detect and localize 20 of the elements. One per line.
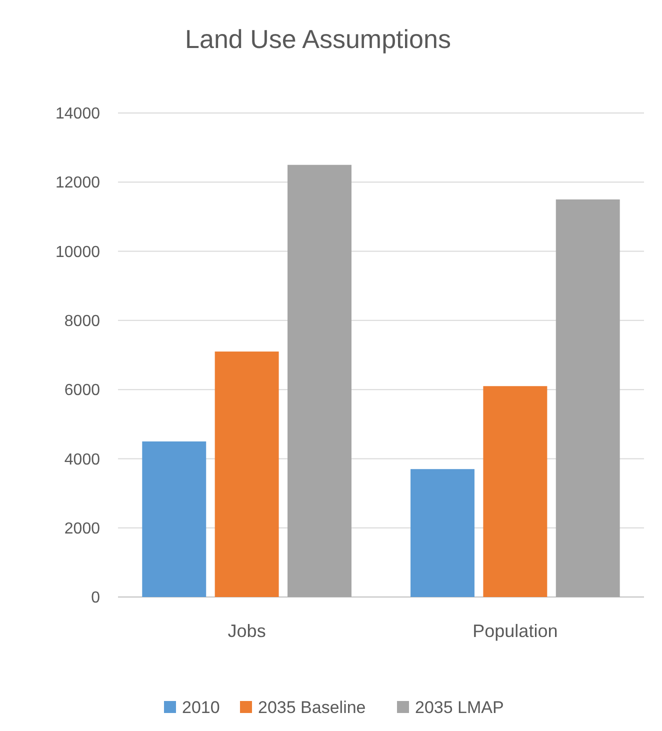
bar: [410, 469, 474, 597]
bar: [214, 352, 279, 597]
x-tick-label: Population: [472, 621, 558, 641]
legend-label: 2010: [182, 698, 220, 717]
x-tick-label: Jobs: [228, 621, 266, 641]
legend-label: 2035 LMAP: [415, 698, 504, 717]
legend-label: 2035 Baseline: [258, 698, 366, 717]
y-tick-label: 4000: [64, 451, 100, 468]
y-tick-label: 10000: [56, 244, 100, 261]
y-tick-label: 2000: [64, 520, 100, 538]
bar: [142, 441, 206, 597]
y-tick-label: 0: [91, 590, 100, 607]
y-tick-label: 12000: [56, 174, 100, 192]
y-tick-label: 8000: [64, 313, 100, 330]
bar: [483, 386, 548, 597]
y-tick-label: 14000: [56, 106, 100, 123]
bar: [556, 199, 620, 597]
y-tick-label: 6000: [64, 382, 100, 400]
chart-title: Land Use Assumptions: [185, 24, 451, 54]
bar: [288, 164, 352, 597]
